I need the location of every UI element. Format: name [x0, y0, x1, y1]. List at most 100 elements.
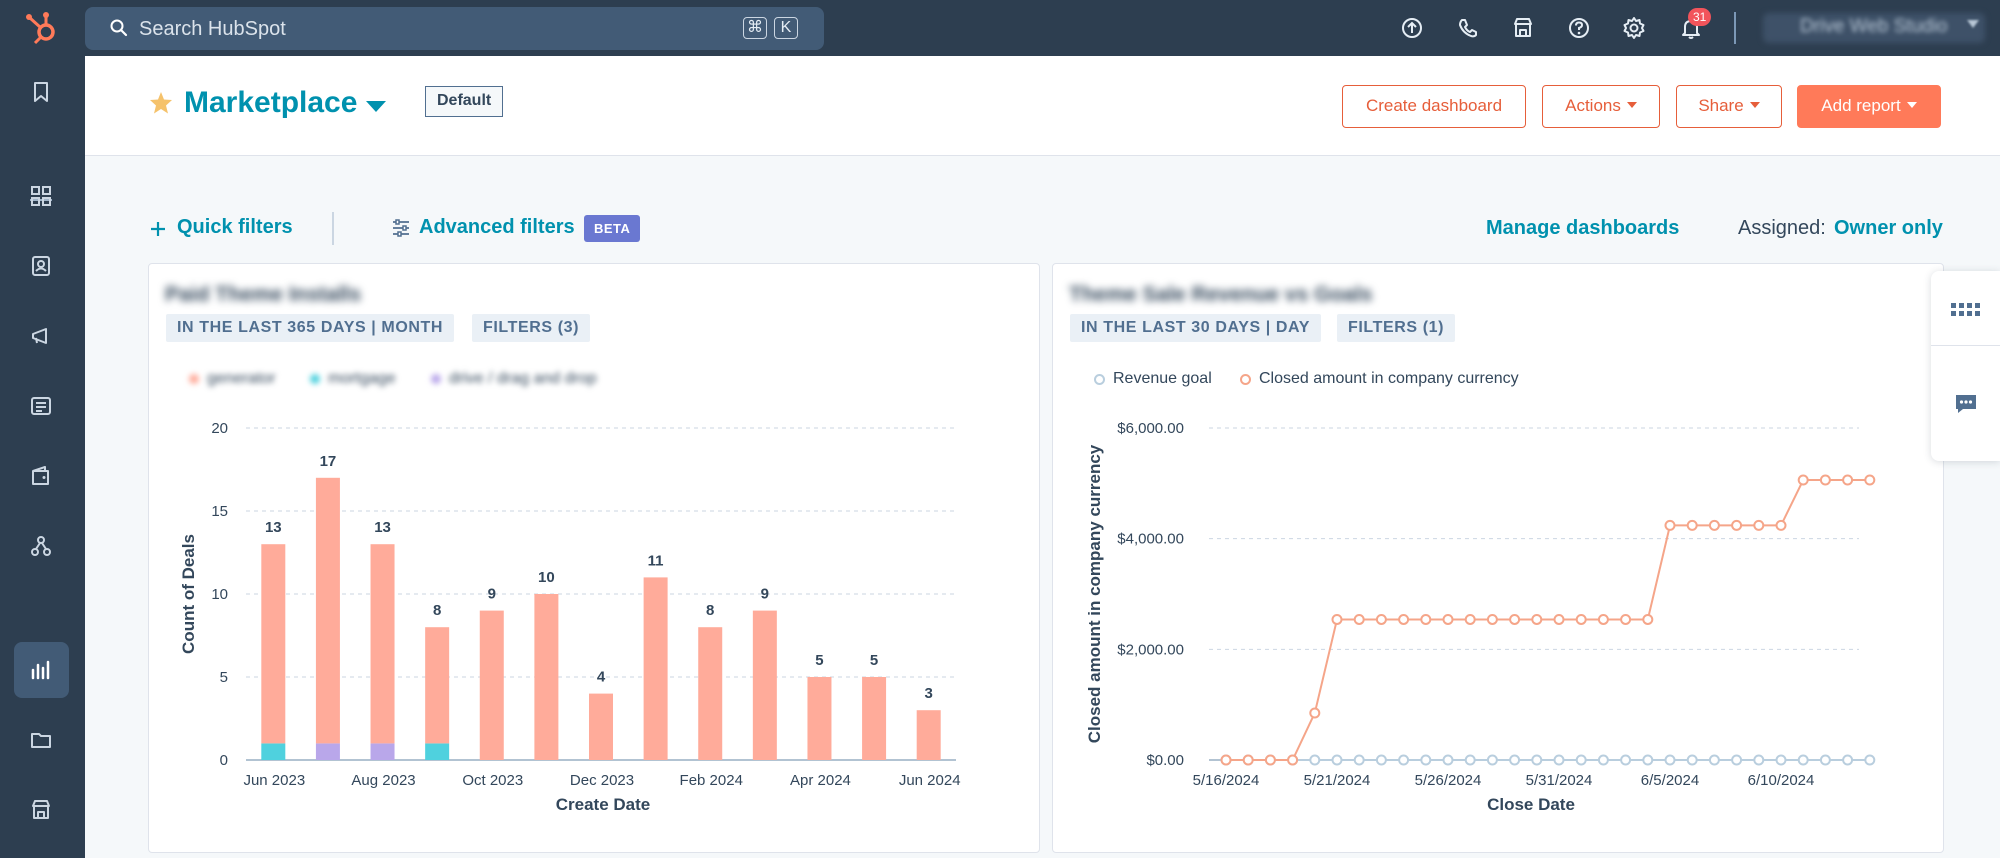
bookmarks-icon[interactable]	[27, 78, 55, 106]
commerce-wallet-icon[interactable]	[27, 462, 55, 490]
legend-swatch	[189, 374, 199, 384]
bar-segment	[534, 594, 559, 760]
bar-segment	[643, 577, 668, 760]
filters-count-tag[interactable]: FILTERS (3)	[472, 314, 591, 342]
bar-data-label: 13	[374, 519, 391, 536]
data-point	[1642, 754, 1654, 766]
y-tick-label: $4,000.00	[1117, 531, 1184, 548]
legend-item[interactable]: drive / drag and drop	[431, 370, 597, 388]
data-point	[1775, 519, 1787, 531]
dashboard-switcher-caret-icon[interactable]	[366, 101, 386, 112]
data-point	[1331, 754, 1343, 766]
legend-item[interactable]: Revenue goal	[1094, 370, 1212, 388]
help-icon[interactable]	[1565, 14, 1593, 42]
advanced-filters-sliders-icon[interactable]	[391, 218, 411, 238]
account-name[interactable]: Drive Web Studio	[1800, 16, 1948, 37]
report-title[interactable]: Paid Theme Installs	[165, 283, 362, 306]
data-point	[1864, 754, 1876, 766]
date-range-tag[interactable]: IN THE LAST 30 DAYS | DAY	[1070, 314, 1322, 342]
filters-count-tag[interactable]: FILTERS (1)	[1337, 314, 1456, 342]
data-point	[1553, 613, 1565, 625]
x-axis-title: Close Date	[1487, 795, 1575, 814]
data-point	[1819, 474, 1831, 486]
data-point	[1531, 613, 1543, 625]
folder-icon[interactable]	[27, 726, 55, 754]
legend-item[interactable]: mortgage	[310, 370, 396, 388]
data-point	[1420, 613, 1432, 625]
create-dashboard-button[interactable]: Create dashboard	[1342, 85, 1526, 128]
data-point	[1731, 519, 1743, 531]
marketing-megaphone-icon[interactable]	[27, 322, 55, 350]
workspaces-grid-icon[interactable]	[27, 182, 55, 210]
marketplace-icon[interactable]	[1509, 14, 1537, 42]
data-point	[1597, 613, 1609, 625]
quick-filters-button[interactable]: Quick filters	[177, 216, 293, 238]
add-report-caret-icon	[1906, 102, 1917, 108]
notifications-count-badge: 31	[1688, 8, 1712, 26]
x-tick-label: 5/16/2024	[1193, 772, 1260, 789]
data-point	[1242, 754, 1254, 766]
contacts-icon[interactable]	[27, 252, 55, 280]
data-point	[1553, 754, 1565, 766]
apps-grid-icon[interactable]	[1951, 300, 1981, 320]
favorite-star-icon[interactable]	[148, 90, 174, 116]
actions-button[interactable]: Actions	[1542, 85, 1660, 128]
manage-dashboards-link[interactable]: Manage dashboards	[1486, 217, 1680, 239]
x-tick-label: 5/31/2024	[1526, 772, 1593, 789]
date-range-tag[interactable]: IN THE LAST 365 DAYS | MONTH	[166, 314, 455, 342]
data-point	[1620, 754, 1632, 766]
data-point	[1753, 519, 1765, 531]
data-point	[1486, 613, 1498, 625]
top-navigation-bar: Search HubSpot ⌘ K 31 Drive Web Studio	[0, 0, 2000, 56]
bar-segment	[752, 610, 777, 760]
chat-icon[interactable]	[1953, 391, 1979, 417]
hubspot-logo-icon[interactable]	[22, 8, 62, 48]
sidebar-item-reporting-active[interactable]	[14, 642, 69, 698]
legend-item[interactable]: generator	[189, 370, 276, 388]
reporting-chart-icon[interactable]	[27, 656, 55, 684]
search-icon	[110, 19, 128, 37]
bar-segment	[261, 544, 286, 744]
search-bar[interactable]: Search HubSpot ⌘ K	[85, 7, 824, 50]
advanced-filters-button[interactable]: Advanced filters	[419, 216, 575, 238]
content-icon[interactable]	[27, 392, 55, 420]
assigned-owner-link[interactable]: Owner only	[1834, 217, 1943, 239]
data-point	[1642, 613, 1654, 625]
search-placeholder[interactable]: Search HubSpot	[139, 18, 286, 40]
data-point	[1597, 754, 1609, 766]
x-tick-label: 5/26/2024	[1415, 772, 1482, 789]
y-tick-label: $0.00	[1146, 752, 1184, 769]
plus-icon[interactable]	[150, 221, 166, 237]
bar-data-label: 17	[320, 453, 337, 470]
data-point	[1686, 754, 1698, 766]
share-button[interactable]: Share	[1676, 85, 1782, 128]
data-point	[1486, 754, 1498, 766]
y-axis-title: Count of Deals	[179, 534, 198, 654]
bar-data-label: 9	[488, 586, 496, 603]
upgrade-icon[interactable]	[1398, 14, 1426, 42]
report-title[interactable]: Theme Sale Revenue vs Goals	[1069, 283, 1373, 306]
account-menu[interactable]	[1763, 13, 1985, 43]
settings-gear-icon[interactable]	[1620, 14, 1648, 42]
bar-data-label: 8	[706, 602, 714, 619]
series-line	[1226, 479, 1870, 761]
phone-icon[interactable]	[1454, 14, 1482, 42]
report-card-theme-sale-revenue[interactable]: Theme Sale Revenue vs Goals IN THE LAST …	[1052, 263, 1944, 853]
floating-side-panel	[1931, 271, 2000, 461]
x-tick-label: Apr 2024	[790, 772, 851, 789]
add-report-button[interactable]: Add report	[1797, 85, 1941, 128]
legend-swatch	[1240, 373, 1251, 385]
account-caret-icon[interactable]	[1967, 20, 1979, 28]
default-view-tag: Default	[425, 86, 504, 117]
dashboard-title[interactable]: Marketplace	[184, 86, 358, 119]
legend-item[interactable]: Closed amount in company currency	[1240, 370, 1519, 388]
data-point	[1708, 754, 1720, 766]
x-tick-label: Dec 2023	[570, 772, 634, 789]
y-tick-label: 20	[211, 420, 228, 437]
left-sidebar	[0, 56, 85, 858]
data-point	[1420, 754, 1432, 766]
floating-panel-divider	[1931, 345, 2000, 346]
automation-icon[interactable]	[27, 532, 55, 560]
store-icon[interactable]	[27, 796, 55, 824]
bar-segment	[916, 710, 941, 760]
